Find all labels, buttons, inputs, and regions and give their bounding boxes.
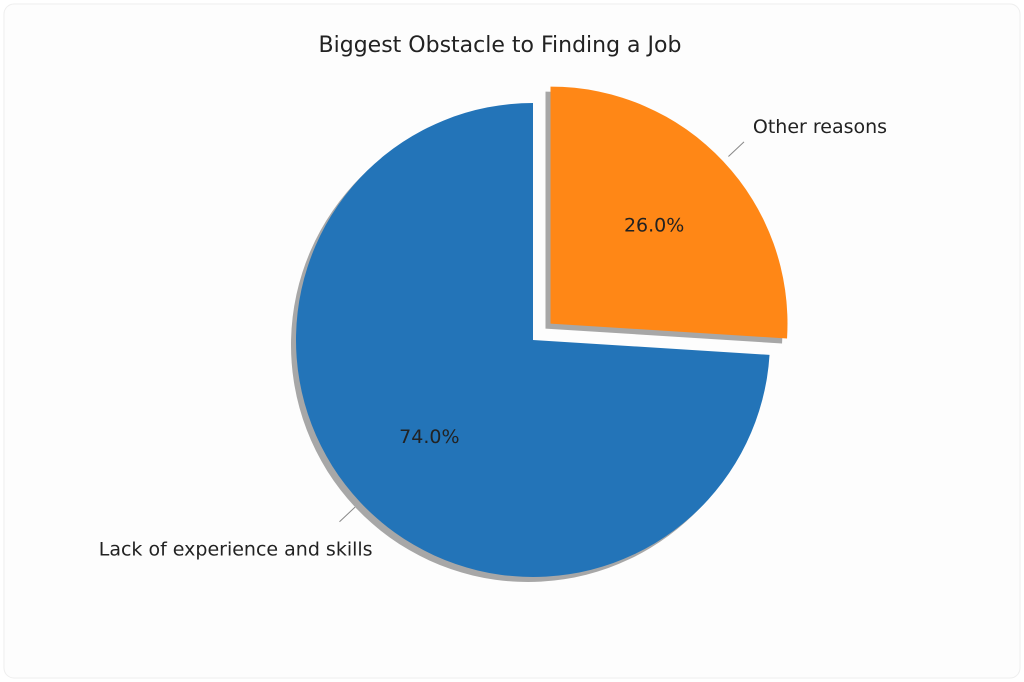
pie-slice (550, 86, 788, 339)
leader-line (339, 506, 356, 523)
value-label: 74.0% (399, 426, 459, 448)
value-label: 26.0% (624, 215, 684, 237)
chart-title: Biggest Obstacle to Finding a Job (319, 33, 682, 58)
leader-line (728, 141, 745, 157)
category-label: Lack of experience and skills (99, 539, 373, 561)
pie-slice (295, 103, 770, 577)
category-label: Other reasons (753, 116, 887, 138)
